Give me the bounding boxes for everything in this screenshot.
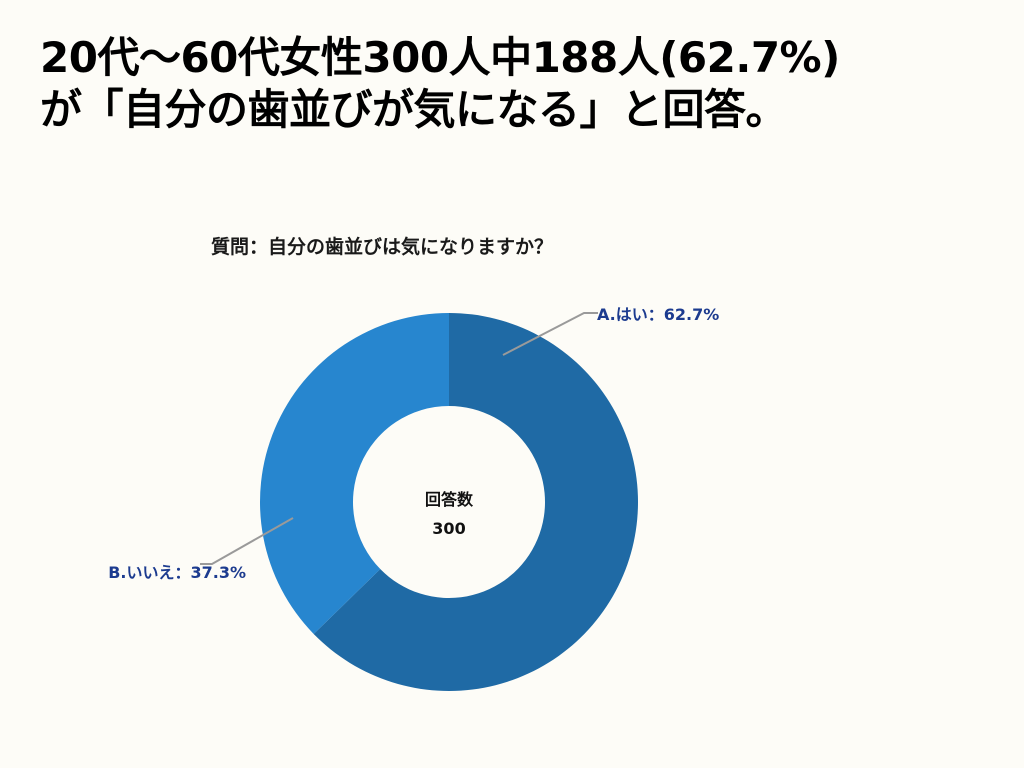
donut-slice-no: [260, 313, 449, 634]
center-total: 300: [432, 519, 465, 538]
leader-line: [200, 517, 294, 565]
headline-line-2: が「自分の歯並びが気になる」と回答。: [40, 85, 788, 134]
donut-slice-yes: [313, 313, 639, 691]
slice-label: B.いいえ：37.3%: [108, 563, 246, 582]
slice-label: A.はい：62.7%: [597, 305, 719, 324]
center-label: 回答数: [425, 490, 474, 509]
chart-question: 質問：自分の歯並びは気になりますか？: [211, 236, 554, 258]
headline-line-1: 20代〜60代女性300人中188人(62.7%): [40, 33, 840, 82]
headline: 20代〜60代女性300人中188人(62.7%) が「自分の歯並びが気になる」…: [40, 32, 1000, 136]
leader-line: [502, 312, 598, 356]
